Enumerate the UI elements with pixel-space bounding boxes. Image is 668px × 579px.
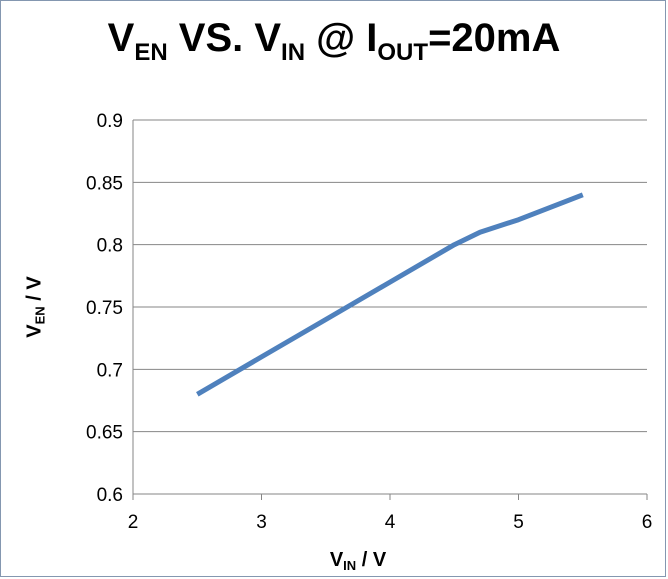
y-tick-label: 0.7 — [97, 360, 123, 381]
x-tick-label: 4 — [385, 512, 396, 533]
series-line-0 — [196, 192, 584, 397]
x-tick-label: 2 — [128, 512, 139, 533]
grid-lines — [133, 119, 647, 433]
series-group — [196, 192, 584, 397]
x-axis-title: VIN / V — [329, 549, 387, 573]
x-tick-labels: 2 3 4 5 6 — [128, 494, 653, 533]
y-tick-label: 0.65 — [86, 423, 123, 444]
y-tick-label: 0.6 — [97, 485, 123, 506]
y-tick-label: 0.85 — [86, 173, 123, 194]
y-tick-label: 0.8 — [97, 236, 123, 257]
y-tick-label: 0.9 — [97, 111, 123, 132]
x-tick-label: 3 — [256, 512, 267, 533]
y-axis-title: VEN / V — [23, 276, 48, 338]
x-tick-label: 5 — [513, 512, 524, 533]
x-tick-label: 6 — [642, 512, 653, 533]
y-tick-labels: 0.6 0.65 0.7 0.75 0.8 0.85 0.9 — [86, 111, 123, 506]
chart-title: VEN VS. VIN @ IOUT=20mA — [107, 16, 561, 66]
y-tick-label: 0.75 — [86, 298, 123, 319]
